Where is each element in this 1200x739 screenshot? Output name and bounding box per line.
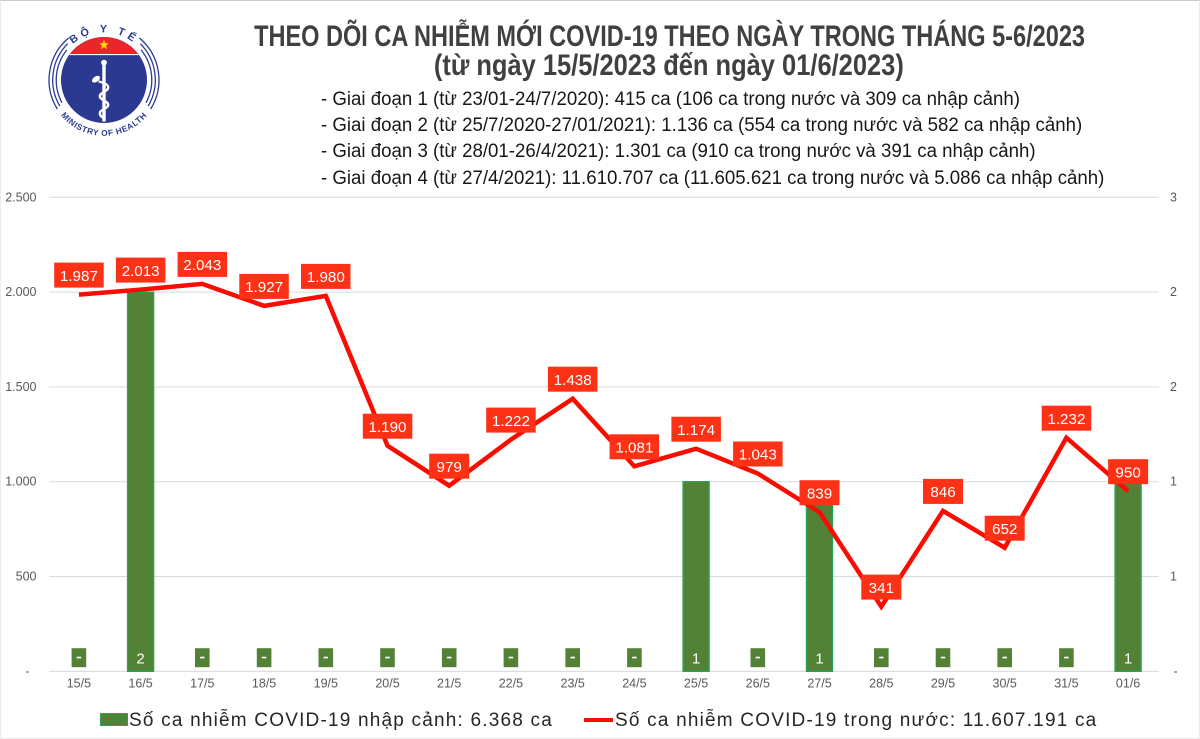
svg-text:2: 2 (1170, 380, 1177, 394)
svg-text:2.043: 2.043 (183, 257, 221, 274)
svg-text:22/5: 22/5 (499, 677, 523, 691)
svg-text:1.222: 1.222 (492, 413, 530, 430)
svg-text:1: 1 (1124, 650, 1132, 667)
svg-text:1.081: 1.081 (615, 440, 653, 457)
svg-text:25/5: 25/5 (684, 677, 708, 691)
svg-text:2: 2 (1170, 285, 1177, 299)
svg-text:29/5: 29/5 (931, 677, 955, 691)
svg-text:-: - (25, 664, 29, 678)
svg-text:1.438: 1.438 (554, 372, 592, 389)
svg-text:1.000: 1.000 (5, 475, 36, 489)
svg-text:21/5: 21/5 (437, 677, 461, 691)
svg-text:15/5: 15/5 (67, 677, 91, 691)
svg-text:652: 652 (992, 521, 1017, 538)
svg-text:1: 1 (815, 650, 823, 667)
svg-text:31/5: 31/5 (1054, 677, 1078, 691)
svg-text:1.043: 1.043 (739, 447, 777, 464)
svg-text:950: 950 (1115, 464, 1140, 481)
svg-text:17/5: 17/5 (190, 677, 214, 691)
svg-text:24/5: 24/5 (622, 677, 646, 691)
svg-text:1: 1 (1170, 570, 1177, 584)
svg-text:-: - (1174, 664, 1178, 678)
svg-text:1.174: 1.174 (677, 422, 715, 439)
svg-text:23/5: 23/5 (561, 677, 585, 691)
svg-text:1.980: 1.980 (307, 269, 345, 286)
svg-text:341: 341 (869, 580, 894, 597)
svg-text:18/5: 18/5 (252, 677, 276, 691)
svg-text:2: 2 (136, 650, 144, 667)
svg-text:1: 1 (692, 650, 700, 667)
svg-text:1: 1 (1170, 475, 1177, 489)
svg-text:30/5: 30/5 (993, 677, 1017, 691)
svg-text:1.500: 1.500 (5, 380, 36, 394)
svg-text:27/5: 27/5 (807, 677, 831, 691)
svg-text:01/6: 01/6 (1116, 677, 1140, 691)
svg-text:2.000: 2.000 (5, 285, 36, 299)
svg-text:1.190: 1.190 (368, 419, 406, 436)
svg-text:16/5: 16/5 (128, 677, 152, 691)
svg-text:3: 3 (1170, 190, 1177, 204)
svg-text:19/5: 19/5 (314, 677, 338, 691)
svg-text:846: 846 (930, 484, 955, 501)
svg-text:1.927: 1.927 (245, 279, 283, 296)
svg-text:839: 839 (807, 485, 832, 502)
svg-text:979: 979 (437, 459, 462, 476)
svg-text:2.500: 2.500 (5, 190, 36, 204)
svg-text:28/5: 28/5 (869, 677, 893, 691)
svg-text:26/5: 26/5 (746, 677, 770, 691)
svg-text:1.987: 1.987 (60, 268, 98, 285)
svg-text:500: 500 (16, 570, 37, 584)
svg-text:2.013: 2.013 (122, 263, 160, 280)
svg-text:20/5: 20/5 (375, 677, 399, 691)
svg-text:1.232: 1.232 (1047, 411, 1085, 428)
